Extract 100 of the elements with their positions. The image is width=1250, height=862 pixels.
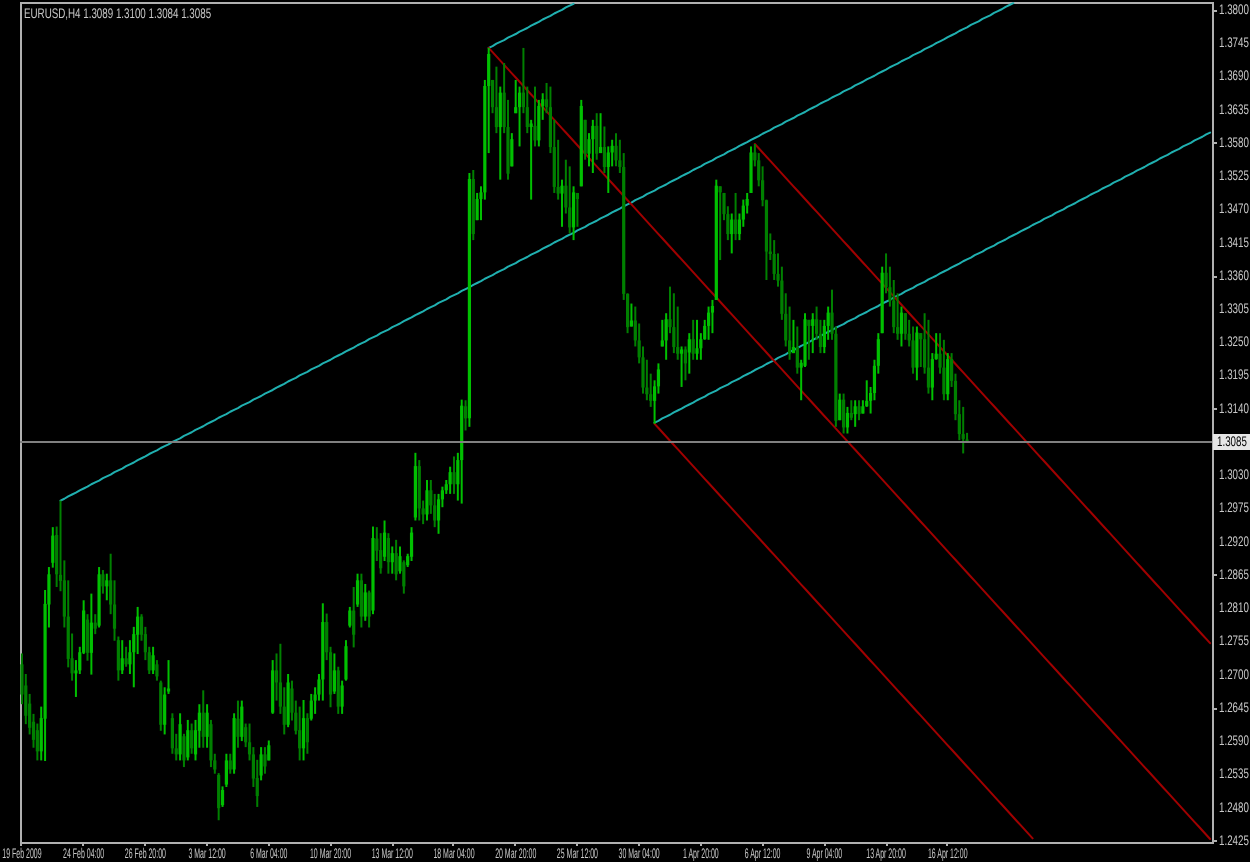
candlestick [209, 718, 213, 769]
candlestick [309, 692, 313, 722]
candlestick [811, 312, 815, 355]
candlestick [529, 118, 533, 201]
candlestick [691, 318, 695, 361]
candlestick [629, 302, 634, 328]
candlestick [706, 305, 711, 341]
candlestick [903, 312, 907, 341]
line-series [753, 143, 1212, 645]
candlestick [398, 545, 402, 575]
candlestick [730, 212, 734, 255]
candlestick [568, 165, 572, 235]
candlestick [336, 665, 340, 715]
candlestick [382, 519, 387, 562]
candlestick [159, 679, 163, 732]
candlestick [386, 532, 390, 575]
candlestick [105, 572, 109, 602]
candlestick [606, 145, 610, 194]
candlestick [409, 526, 414, 562]
candlestick [394, 538, 398, 582]
line-series [487, 46, 1212, 840]
candlestick [807, 318, 811, 361]
candlestick [791, 318, 796, 355]
candlestick [85, 613, 90, 662]
candlestick [390, 545, 394, 575]
candlestick [733, 191, 738, 242]
candlestick [170, 712, 174, 755]
candlestick [305, 712, 309, 755]
candlestick [838, 392, 842, 422]
candlestick [842, 392, 846, 435]
candlestick [124, 645, 128, 668]
candlestick [598, 112, 603, 155]
candlestick [190, 722, 194, 755]
candlestick [93, 613, 97, 636]
candlestick [687, 332, 691, 375]
candlestick [348, 605, 352, 629]
candlestick [583, 118, 587, 161]
candlestick [845, 405, 850, 435]
candlestick [749, 145, 753, 194]
candlestick [961, 405, 965, 455]
candlestick [236, 699, 240, 749]
candlestick [853, 399, 857, 428]
candlestick [475, 191, 479, 222]
candlestick [89, 592, 93, 676]
candlestick [718, 185, 722, 262]
candlestick [672, 292, 676, 355]
candlestick [425, 479, 429, 522]
line-series [653, 422, 1034, 840]
candlestick [35, 722, 39, 762]
candlestick [205, 703, 209, 749]
candlestick [402, 559, 406, 595]
candlestick [151, 645, 155, 675]
candlestick [178, 712, 182, 762]
candlestick [533, 85, 537, 148]
candlestick [359, 572, 363, 629]
candlestick [332, 652, 336, 695]
candlestick [182, 732, 186, 769]
candlestick [363, 582, 367, 622]
candlestick [298, 705, 302, 762]
candlestick [664, 312, 668, 361]
candlestick [379, 532, 383, 575]
candlestick [436, 492, 441, 535]
candlestick [494, 65, 499, 135]
candlestick [452, 455, 456, 495]
candlestick [301, 698, 306, 762]
candlestick [942, 338, 946, 402]
candlestick [911, 325, 915, 375]
candlestick [259, 746, 263, 782]
candlestick [915, 325, 919, 382]
candlestick [946, 352, 950, 402]
line-series [487, 2, 575, 49]
candlestick [263, 746, 267, 775]
candlestick [849, 399, 853, 422]
candlestick [155, 659, 159, 682]
candlestick [448, 465, 452, 495]
candlestick [463, 399, 468, 432]
candlestick [679, 345, 684, 388]
candlestick [271, 659, 275, 715]
candlestick [695, 318, 699, 361]
candlestick [510, 132, 514, 168]
candlestick [352, 585, 356, 649]
candlestick [228, 752, 232, 775]
candlestick [498, 85, 502, 181]
candlestick [201, 689, 205, 749]
candlestick [710, 298, 715, 335]
candlestick [344, 639, 348, 682]
candlestick [240, 699, 244, 743]
candlestick [614, 132, 618, 168]
candlestick [571, 185, 576, 242]
candlestick [560, 178, 564, 228]
candlestick [683, 345, 688, 382]
candlestick [286, 673, 290, 729]
candlestick [101, 569, 105, 595]
candlestick [795, 325, 799, 375]
candlestick [575, 191, 580, 228]
candlestick [537, 98, 541, 148]
candlestick [591, 118, 595, 175]
candlestick [899, 305, 904, 348]
candlestick [417, 459, 421, 522]
candlestick [772, 239, 776, 281]
